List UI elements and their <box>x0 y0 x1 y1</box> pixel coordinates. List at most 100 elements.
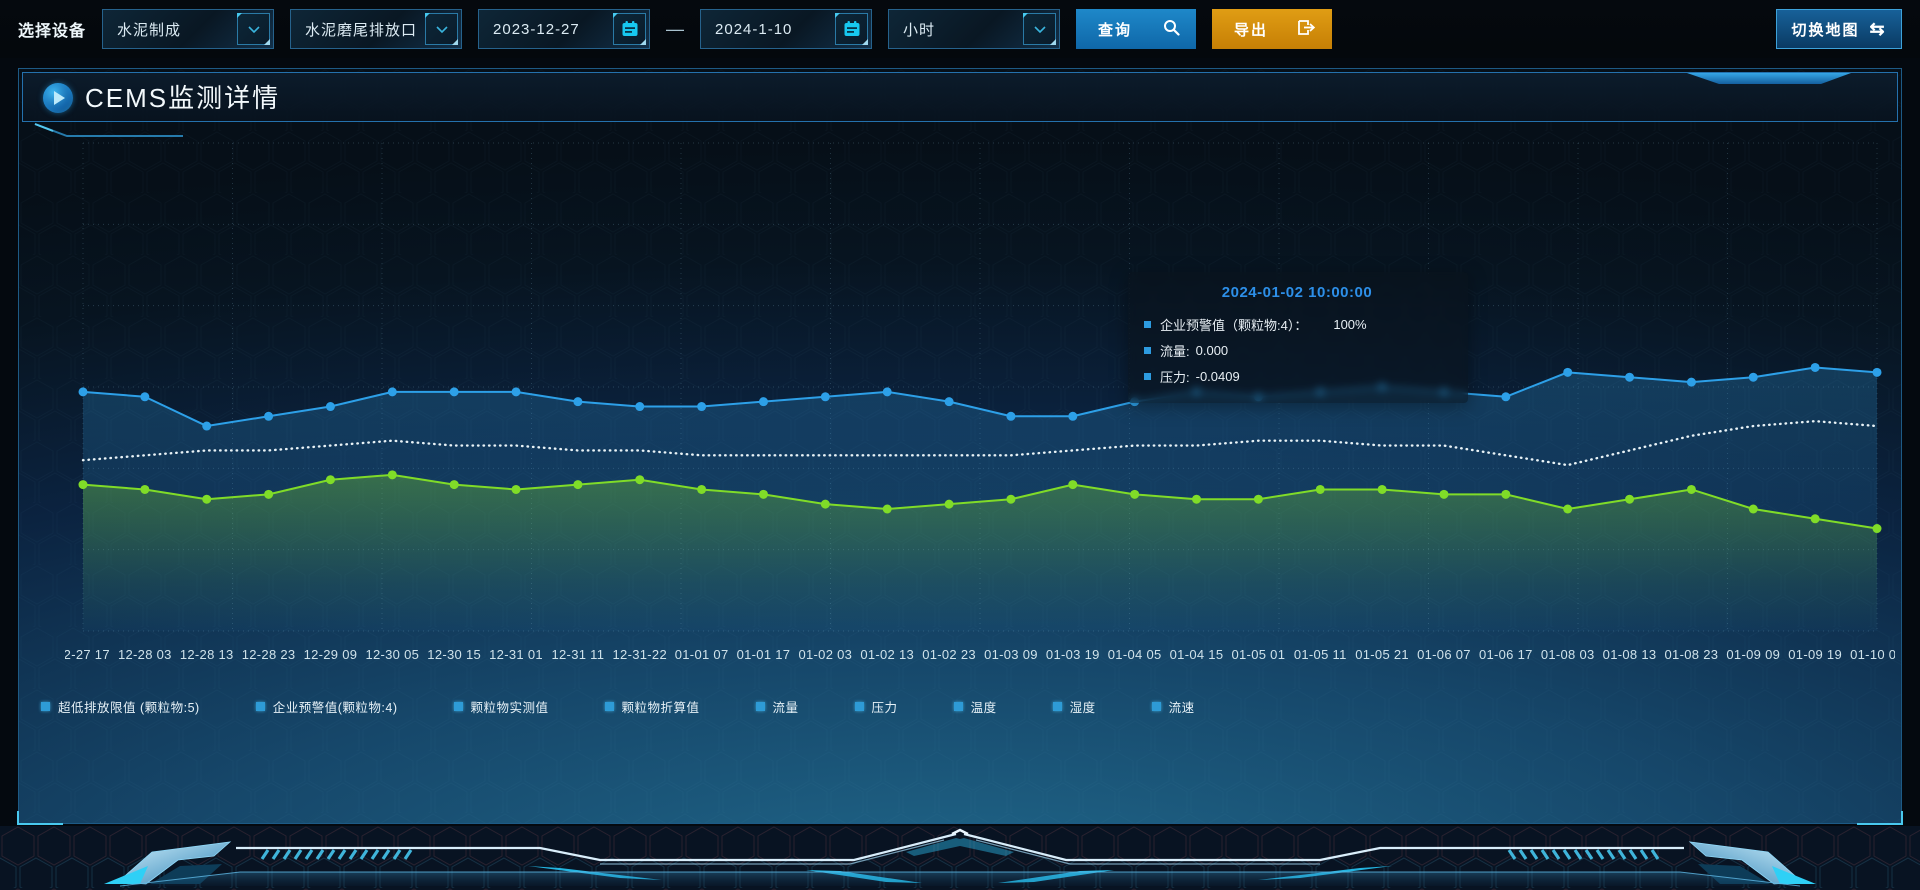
date-from-picker[interactable]: 2023-12-27 <box>478 9 651 49</box>
legend-item[interactable]: 颗粒物实测值 <box>453 697 549 716</box>
data-point[interactable] <box>758 489 768 499</box>
legend-item[interactable]: 企业预警值(颗粒物:4) <box>255 697 398 716</box>
chevron-down-icon[interactable] <box>425 13 459 45</box>
legend-label: 企业预警值(颗粒物:4) <box>272 701 398 715</box>
legend-item[interactable]: 颗粒物折算值 <box>604 697 700 716</box>
data-point[interactable] <box>1563 504 1573 514</box>
data-point[interactable] <box>635 402 645 412</box>
data-point[interactable] <box>820 392 830 402</box>
data-point[interactable] <box>1192 494 1202 504</box>
query-button[interactable]: 查询 <box>1076 9 1197 49</box>
data-point[interactable] <box>1625 372 1635 382</box>
data-point[interactable] <box>1130 489 1140 499</box>
data-point[interactable] <box>1810 514 1820 524</box>
search-icon <box>1163 19 1180 40</box>
chevron-down-icon[interactable] <box>237 13 271 45</box>
data-point[interactable] <box>1748 504 1758 514</box>
switch-map-label: 切换地图 <box>1791 21 1860 39</box>
data-point[interactable] <box>573 397 583 407</box>
tooltip-item: 流量: 0.000 <box>1144 337 1450 363</box>
data-point[interactable] <box>1006 411 1016 421</box>
legend-marker <box>755 702 765 711</box>
data-point[interactable] <box>1253 494 1263 504</box>
tooltip-series-marker <box>1144 320 1151 328</box>
panel-corner-decor <box>17 811 63 825</box>
tooltip-series-value: -0.0409 <box>1195 368 1240 384</box>
calendar-icon[interactable] <box>835 13 869 45</box>
data-point[interactable] <box>264 411 274 421</box>
switch-map-button[interactable]: 切换地图 ⇆ <box>1776 9 1902 49</box>
legend-item[interactable]: 超低排放限值 (颗粒物:5) <box>41 697 200 716</box>
data-point[interactable] <box>449 480 459 490</box>
data-point[interactable] <box>387 470 397 480</box>
data-point[interactable] <box>697 402 707 412</box>
data-point[interactable] <box>1006 494 1016 504</box>
data-point[interactable] <box>202 421 212 431</box>
data-point[interactable] <box>1625 494 1635 504</box>
device-type-select[interactable]: 水泥制成 <box>102 9 275 49</box>
data-point[interactable] <box>264 489 274 499</box>
data-point[interactable] <box>1810 362 1820 372</box>
legend-item[interactable]: 压力 <box>854 697 898 716</box>
x-axis-label: 01-06 17 <box>1479 647 1533 662</box>
data-point[interactable] <box>1686 484 1696 494</box>
x-axis-label: 12-28 23 <box>242 647 296 662</box>
data-point[interactable] <box>140 392 150 402</box>
outlet-select[interactable]: 水泥磨尾排放口 <box>290 9 463 49</box>
data-point[interactable] <box>1872 367 1882 377</box>
data-point[interactable] <box>944 499 954 509</box>
swap-arrows-icon: ⇆ <box>1869 19 1887 39</box>
data-point[interactable] <box>449 387 459 397</box>
calendar-icon[interactable] <box>613 13 647 45</box>
tooltip-series-label: 企业预警值（颗粒物:4）： <box>1160 317 1308 333</box>
x-axis-label: 12-31 11 <box>552 647 605 662</box>
tooltip-item: 压力: -0.0409 <box>1144 363 1450 389</box>
header-flourish-decor <box>34 123 183 137</box>
data-point[interactable] <box>325 402 335 412</box>
data-point[interactable] <box>1068 480 1078 490</box>
x-axis-label: 12-28 03 <box>118 647 172 662</box>
data-point[interactable] <box>202 494 212 504</box>
data-point[interactable] <box>1501 392 1511 402</box>
chevron-down-icon[interactable] <box>1023 13 1057 45</box>
data-point[interactable] <box>882 387 892 397</box>
data-point[interactable] <box>697 484 707 494</box>
date-to-picker[interactable]: 2024-1-10 <box>700 9 873 49</box>
data-point[interactable] <box>1563 367 1573 377</box>
data-point[interactable] <box>78 480 88 490</box>
play-icon <box>43 83 73 113</box>
data-point[interactable] <box>78 387 88 397</box>
x-axis-label: 01-04 15 <box>1170 647 1224 662</box>
data-point[interactable] <box>387 387 397 397</box>
data-point[interactable] <box>1439 489 1449 499</box>
x-axis-label: 01-02 23 <box>922 647 976 662</box>
data-point[interactable] <box>1872 524 1882 534</box>
tooltip-series-marker <box>1144 346 1151 354</box>
data-point[interactable] <box>1315 484 1325 494</box>
data-point[interactable] <box>635 475 645 485</box>
data-point[interactable] <box>944 397 954 407</box>
data-point[interactable] <box>1068 411 1078 421</box>
data-point[interactable] <box>758 397 768 407</box>
export-button[interactable]: 导出 <box>1212 9 1333 49</box>
data-point[interactable] <box>820 499 830 509</box>
data-point[interactable] <box>1686 377 1696 387</box>
legend-item[interactable]: 流速 <box>1151 697 1195 716</box>
data-point[interactable] <box>511 484 521 494</box>
cems-trend-chart[interactable]: 12-27 17 12-28 03 12-28 13 12-28 23 12-29 09… <box>65 137 1895 697</box>
data-point[interactable] <box>140 484 150 494</box>
legend-item[interactable]: 湿度 <box>1052 697 1096 716</box>
legend-item[interactable]: 流量 <box>755 697 799 716</box>
data-point[interactable] <box>1748 372 1758 382</box>
data-point[interactable] <box>511 387 521 397</box>
data-point[interactable] <box>1377 484 1387 494</box>
data-point[interactable] <box>573 480 583 490</box>
x-axis-label: 01-05 01 <box>1232 647 1286 662</box>
data-point[interactable] <box>325 475 335 485</box>
query-button-label: 查询 <box>1098 21 1133 39</box>
interval-select[interactable]: 小时 <box>888 9 1061 49</box>
x-axis-label: 01-02 03 <box>798 647 852 662</box>
legend-item[interactable]: 温度 <box>953 697 997 716</box>
data-point[interactable] <box>882 504 892 514</box>
data-point[interactable] <box>1501 489 1511 499</box>
